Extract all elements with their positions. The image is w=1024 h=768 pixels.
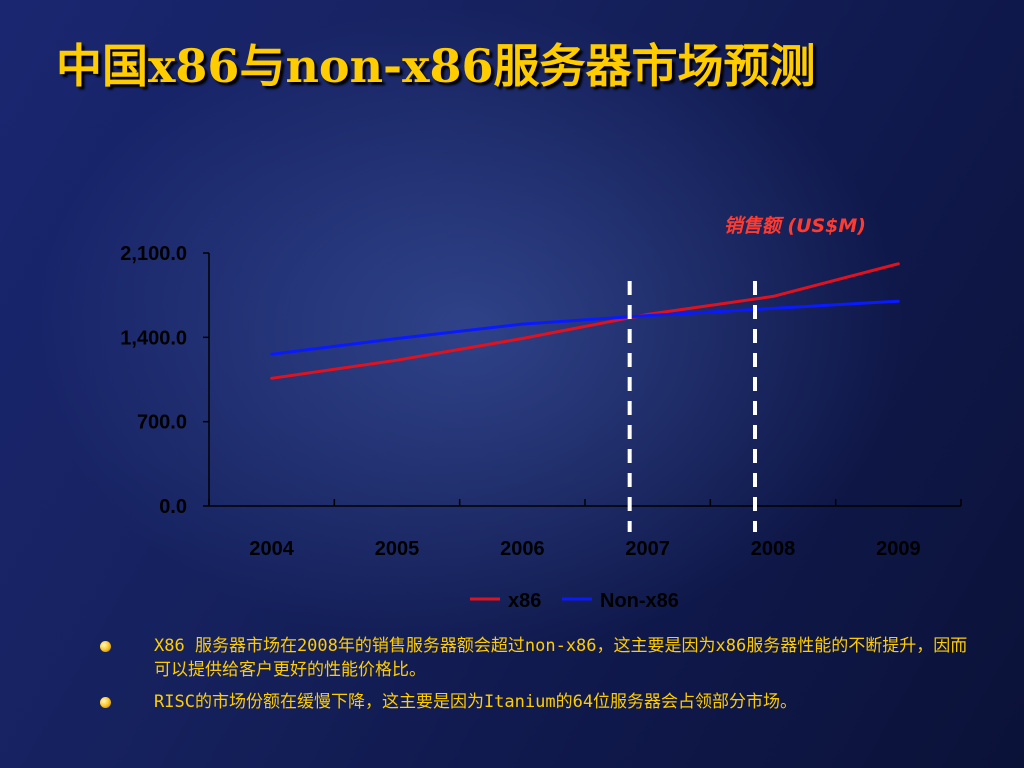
y-tick-label: 700.0 (137, 412, 187, 434)
x-tick-label: 2008 (751, 538, 796, 560)
bullet-icon (100, 641, 111, 652)
x-tick-label: 2007 (625, 538, 670, 560)
series-line-x86 (270, 262, 900, 380)
x-tick-label: 2006 (500, 538, 545, 560)
unit-label: 销售额 (US$M) (724, 215, 866, 237)
line-chart: 销售额 (US$M) 0.0 700.0 1,400.0 2,100.0 2004 2005… (120, 215, 962, 612)
x-tick-label: 2009 (876, 538, 921, 560)
bullet-text: RISC的市场份额在缓慢下降，这主要是因为Itanium的64位服务器会占领部分… (154, 692, 798, 712)
legend-label: x86 (508, 590, 541, 612)
bullet-item: X86 服务器市场在2008年的销售服务器额会超过non-x86，这主要是因为x… (100, 634, 970, 682)
series-line-non-x86 (270, 299, 900, 356)
slide-title: 中国x86与non-x86服务器市场预测 (56, 39, 816, 93)
x-tick-label: 2005 (375, 538, 420, 560)
bullet-list: X86 服务器市场在2008年的销售服务器额会超过non-x86，这主要是因为x… (100, 634, 970, 722)
bullet-icon (100, 697, 111, 708)
y-tick-label: 0.0 (159, 496, 187, 518)
bullet-text: X86 服务器市场在2008年的销售服务器额会超过non-x86，这主要是因为x… (154, 636, 968, 680)
x-tick-label: 2004 (249, 538, 294, 560)
bullet-item: RISC的市场份额在缓慢下降，这主要是因为Itanium的64位服务器会占领部分… (100, 690, 970, 714)
y-tick-label: 1,400.0 (120, 327, 187, 349)
y-tick-label: 2,100.0 (120, 243, 187, 265)
legend-label: Non-x86 (600, 590, 679, 612)
